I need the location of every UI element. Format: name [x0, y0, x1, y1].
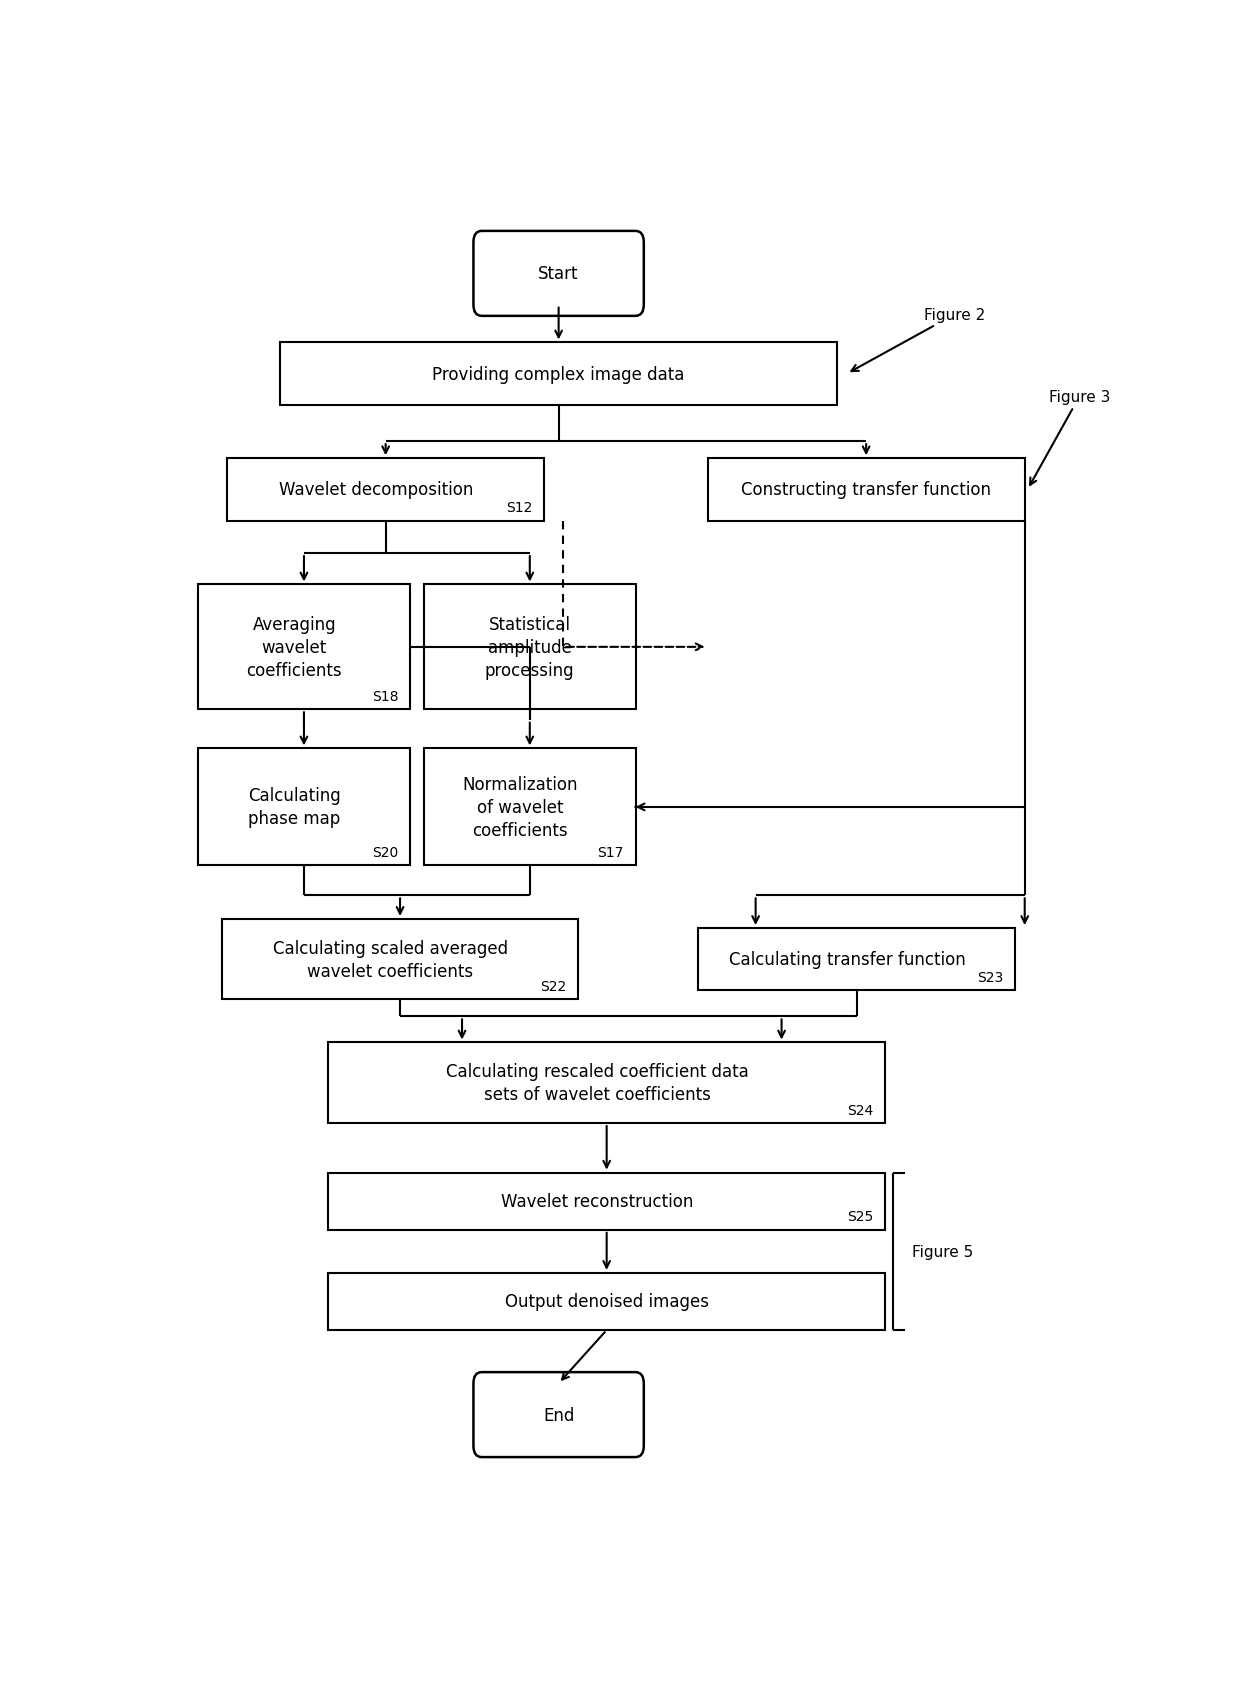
Text: Averaging
wavelet
coefficients: Averaging wavelet coefficients — [247, 615, 342, 679]
FancyBboxPatch shape — [698, 929, 1016, 991]
FancyBboxPatch shape — [198, 584, 409, 709]
Text: S25: S25 — [848, 1209, 874, 1223]
Text: S18: S18 — [372, 689, 398, 703]
FancyBboxPatch shape — [474, 1373, 644, 1458]
FancyBboxPatch shape — [474, 231, 644, 316]
Text: Calculating scaled averaged
wavelet coefficients: Calculating scaled averaged wavelet coef… — [273, 939, 508, 980]
Text: Calculating transfer function: Calculating transfer function — [729, 951, 965, 968]
FancyBboxPatch shape — [424, 584, 635, 709]
FancyBboxPatch shape — [424, 748, 635, 866]
FancyBboxPatch shape — [708, 459, 1024, 522]
FancyBboxPatch shape — [227, 459, 544, 522]
Text: Constructing transfer function: Constructing transfer function — [742, 481, 991, 498]
Text: Wavelet reconstruction: Wavelet reconstruction — [501, 1192, 693, 1211]
FancyBboxPatch shape — [327, 1274, 885, 1331]
FancyBboxPatch shape — [327, 1172, 885, 1230]
Text: Calculating
phase map: Calculating phase map — [248, 787, 341, 828]
Text: S20: S20 — [372, 846, 398, 860]
Text: Statistical
amplitude
processing: Statistical amplitude processing — [485, 615, 574, 679]
Text: Wavelet decomposition: Wavelet decomposition — [279, 481, 474, 498]
Text: Figure 3: Figure 3 — [1030, 390, 1110, 486]
Text: Calculating rescaled coefficient data
sets of wavelet coefficients: Calculating rescaled coefficient data se… — [445, 1062, 749, 1103]
Text: Figure 2: Figure 2 — [852, 307, 985, 372]
Text: Figure 5: Figure 5 — [913, 1245, 973, 1260]
FancyBboxPatch shape — [198, 748, 409, 866]
Text: Providing complex image data: Providing complex image data — [433, 365, 684, 383]
Text: S24: S24 — [848, 1103, 874, 1116]
Text: Start: Start — [538, 265, 579, 284]
Text: End: End — [543, 1405, 574, 1424]
Text: S12: S12 — [506, 502, 533, 515]
FancyBboxPatch shape — [222, 919, 578, 1000]
Text: S17: S17 — [598, 846, 624, 860]
FancyBboxPatch shape — [280, 343, 837, 405]
FancyBboxPatch shape — [327, 1042, 885, 1123]
Text: S23: S23 — [977, 969, 1003, 985]
Text: Output denoised images: Output denoised images — [505, 1292, 709, 1311]
Text: S22: S22 — [541, 980, 567, 993]
Text: Normalization
of wavelet
coefficients: Normalization of wavelet coefficients — [463, 775, 578, 839]
